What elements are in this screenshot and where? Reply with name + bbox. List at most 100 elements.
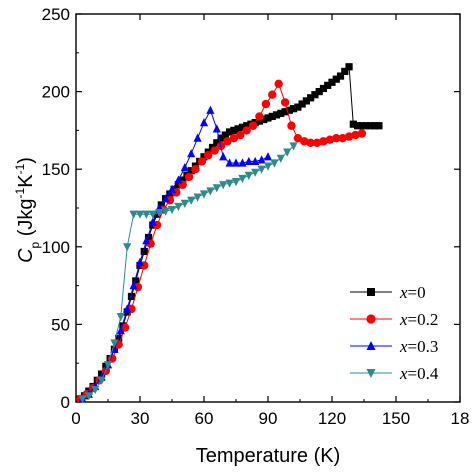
data-point [199,118,209,127]
data-point [287,121,296,130]
data-point [226,128,234,136]
data-point [276,154,285,163]
data-point [358,122,366,130]
data-point [294,103,302,111]
data-point [264,114,272,122]
y-axis: 0 50 100 150 200 250 [42,5,460,412]
data-point [133,282,143,292]
data-point [312,138,322,148]
x-tick-label: 18 [451,409,470,428]
data-point [135,210,145,219]
data-point [225,179,234,188]
data-point [132,277,140,285]
data-point [229,133,239,143]
data-point [212,124,221,133]
data-point [231,178,241,187]
data-point [174,181,182,189]
data-point [244,171,253,181]
data-point [351,130,360,140]
x-tick-label: 120 [318,409,346,428]
data-point [306,138,315,148]
data-point [166,190,174,198]
data-point [354,122,362,130]
data-point [336,72,345,80]
data-point [289,142,298,151]
data-point [270,159,279,168]
data-point [248,121,258,130]
data-point [255,117,264,125]
data-point [325,135,335,144]
data-point [244,156,253,166]
data-point [78,395,87,404]
data-point [268,112,276,121]
data-point [161,194,170,203]
data-point [129,210,138,219]
svg-text:Cp (Jkg-1K-1): Cp (Jkg-1K-1) [13,157,42,263]
data-point [263,162,273,171]
legend-label: x=0.2 [399,310,438,329]
data-point [300,137,309,146]
data-point [277,109,285,117]
data-point [257,155,266,164]
data-point [230,126,238,134]
data-point [375,122,383,130]
data-point [251,156,260,166]
data-point [187,196,196,205]
data-point [97,376,106,385]
x-tick-label: 30 [131,409,150,428]
plot-area [75,13,461,403]
data-point [187,149,196,158]
data-point [371,122,379,130]
x-tick-label: 0 [71,409,80,428]
data-point [285,106,293,114]
data-point [165,196,175,205]
x-axis: 0 30 60 90 120 150 18 [71,14,469,428]
data-point [199,190,209,199]
x-tick-label: 90 [259,409,278,428]
data-point [338,133,347,143]
data-point [123,304,132,313]
data-point [193,193,202,202]
data-point [110,339,119,348]
data-point [161,207,170,216]
legend-item: x=0.4 [350,364,439,383]
data-point [144,233,153,242]
data-point [142,235,151,245]
data-point [238,123,246,131]
data-point [366,122,374,130]
data-point [362,122,370,130]
data-point [280,98,290,107]
y-tick-label: 250 [42,5,70,24]
x-tick-label: 60 [195,409,214,428]
legend-marker [366,369,376,378]
data-point [91,385,100,395]
data-point [217,134,225,142]
data-point [344,132,354,141]
data-point [103,361,113,370]
data-point [206,187,215,196]
data-point [332,75,340,83]
data-point [268,90,277,99]
data-point [123,243,132,252]
data-point [200,153,208,161]
legend-marker [366,341,376,350]
data-point [180,199,189,208]
data-point [140,247,148,256]
y-tick-label: 150 [42,160,70,179]
data-point [281,108,289,116]
data-point [290,105,298,113]
data-point [153,210,161,218]
data-point [179,176,187,184]
data-point [180,163,189,172]
data-point [231,158,241,167]
legend-item: x=0.3 [350,337,438,356]
legend-marker [366,314,376,324]
data-point [129,281,138,290]
data-point [349,120,357,128]
data-point [116,326,125,335]
data-point [257,165,266,174]
data-point [357,129,367,138]
legend: x=0 x=0.2 x=0.3 x=0.4 [350,283,439,383]
data-point [213,139,221,147]
